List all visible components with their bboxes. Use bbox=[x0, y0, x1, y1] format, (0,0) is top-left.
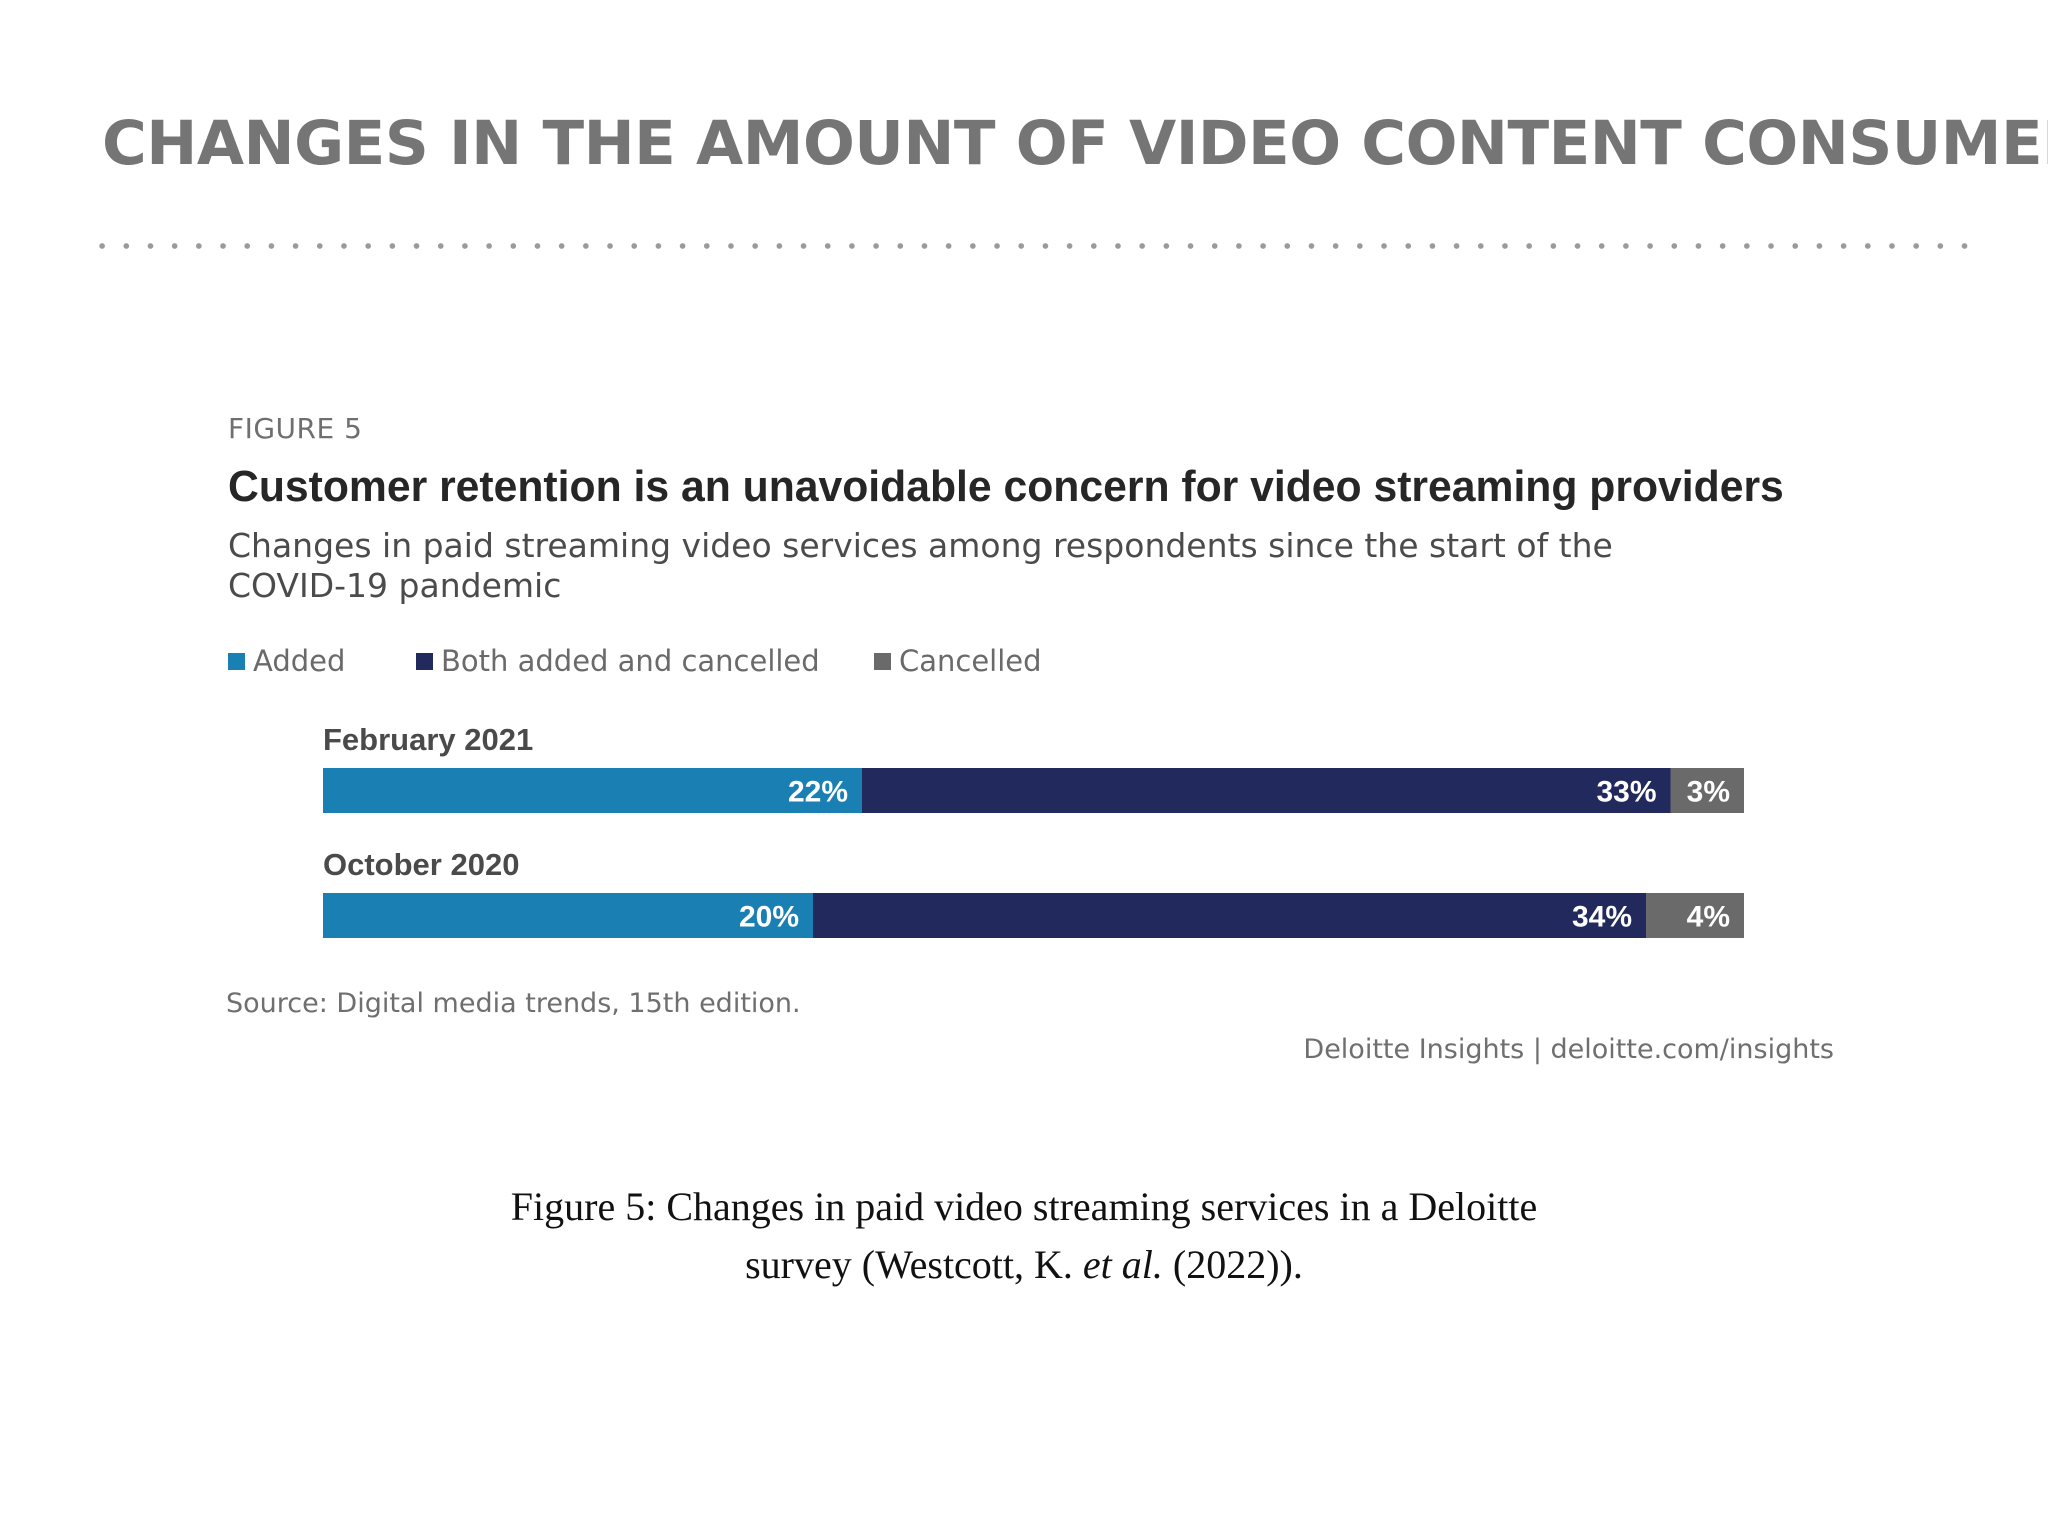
data-label-cancelled-october-2020: 4% bbox=[1687, 901, 1730, 934]
bar-added-february-2021 bbox=[323, 768, 862, 813]
legend-swatch-added bbox=[228, 652, 245, 670]
chart-subtitle: Changes in paid streaming video services… bbox=[228, 526, 1613, 605]
data-label-added-february-2021: 22% bbox=[788, 776, 848, 809]
caption-line-1: Figure 5: Changes in paid video streamin… bbox=[510, 1184, 1538, 1229]
legend-label-added: Added bbox=[253, 644, 346, 678]
figure-label: FIGURE 5 bbox=[228, 412, 363, 445]
bar-both-february-2021 bbox=[862, 768, 1671, 813]
data-label-both-october-2020: 34% bbox=[1572, 901, 1632, 934]
legend-item-cancelled: Cancelled bbox=[874, 644, 1042, 678]
slide-title: CHANGES IN THE AMOUNT OF VIDEO CONTENT C… bbox=[102, 108, 2048, 179]
data-label-added-october-2020: 20% bbox=[739, 901, 799, 934]
legend-swatch-both bbox=[416, 652, 433, 670]
dotted-divider bbox=[90, 242, 1970, 250]
bar-cancelled-october-2020 bbox=[1646, 893, 1744, 938]
data-label-cancelled-february-2021: 3% bbox=[1687, 776, 1730, 809]
source-note: Source: Digital media trends, 15th editi… bbox=[226, 988, 801, 1019]
stacked-bar-chart: February 2021 22% 33% 3% October 2020 20% 34% 4… bbox=[323, 722, 1744, 938]
legend-item-added: Added bbox=[228, 644, 345, 678]
legend-item-both: Both added and cancelled bbox=[416, 644, 820, 678]
caption-line-2-text: survey (Westcott, K. bbox=[745, 1242, 1083, 1287]
publisher-credit: Deloitte Insights | deloitte.com/insight… bbox=[1303, 1034, 1834, 1065]
caption-et-al: et al. bbox=[1082, 1242, 1163, 1287]
bar-added-october-2020 bbox=[323, 893, 813, 938]
figure-caption: Figure 5: Changes in paid video streamin… bbox=[0, 1178, 2048, 1294]
chart-title: Customer retention is an unavoidable con… bbox=[228, 462, 1784, 511]
legend-label-both: Both added and cancelled bbox=[441, 644, 820, 678]
caption-line-2-end: (2022)). bbox=[1162, 1242, 1303, 1287]
caption-line-2: survey (Westcott, K. et al. (2022)). bbox=[0, 1236, 2048, 1294]
legend-swatch-cancelled bbox=[874, 652, 891, 670]
category-label-february-2021: February 2021 bbox=[323, 722, 533, 757]
data-label-both-february-2021: 33% bbox=[1596, 776, 1656, 809]
bar-both-october-2020 bbox=[813, 893, 1646, 938]
category-label-october-2020: October 2020 bbox=[323, 847, 519, 882]
bar-cancelled-february-2021 bbox=[1670, 768, 1744, 813]
legend-label-cancelled: Cancelled bbox=[899, 644, 1042, 678]
